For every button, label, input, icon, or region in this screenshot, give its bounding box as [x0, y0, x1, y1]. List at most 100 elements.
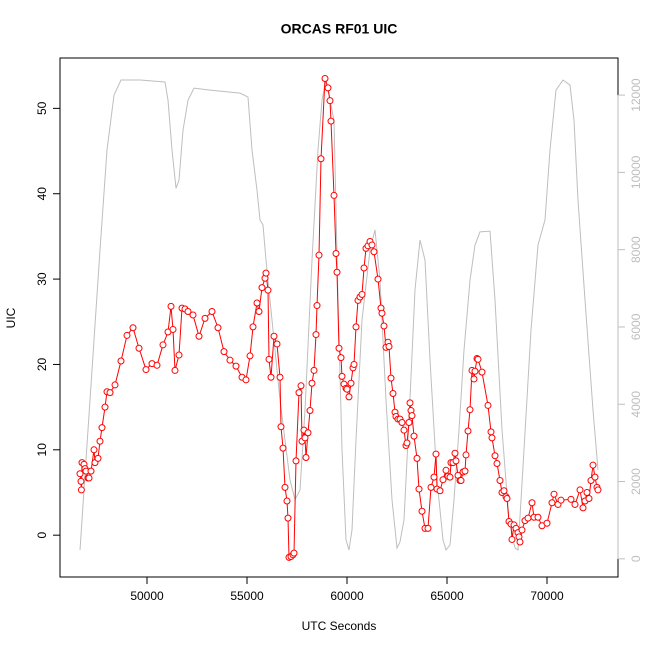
point: [436, 487, 444, 495]
point: [175, 351, 183, 359]
point: [333, 268, 341, 276]
point: [135, 344, 143, 352]
point: [368, 241, 376, 249]
x-tick-label: 65000: [430, 589, 464, 603]
y-tick-label: 40: [35, 187, 49, 201]
x-tick-label: 55000: [230, 589, 264, 603]
point: [232, 362, 240, 370]
point: [171, 366, 179, 374]
y-tick-label: 50: [35, 101, 49, 115]
point: [406, 399, 414, 407]
point: [594, 486, 602, 494]
point: [508, 535, 516, 543]
point: [427, 483, 435, 491]
point: [451, 449, 459, 457]
point: [324, 84, 332, 92]
point: [370, 248, 378, 256]
point: [321, 74, 329, 82]
point: [167, 302, 175, 310]
point: [338, 372, 346, 380]
point: [360, 264, 368, 272]
point: [457, 477, 465, 485]
point: [267, 373, 275, 381]
point: [579, 504, 587, 512]
point: [491, 452, 499, 460]
point: [312, 331, 320, 339]
point: [313, 302, 321, 310]
point: [413, 454, 421, 462]
chart-title: ORCAS RF01 UIC: [281, 21, 398, 37]
point: [352, 323, 360, 331]
point: [462, 451, 470, 459]
point: [403, 439, 411, 447]
point: [308, 379, 316, 387]
point: [464, 427, 472, 435]
point: [284, 514, 292, 522]
point: [415, 485, 423, 493]
point: [94, 454, 102, 462]
point: [242, 376, 250, 384]
point: [111, 381, 119, 389]
point: [208, 308, 216, 316]
point: [270, 332, 278, 340]
point: [304, 429, 312, 437]
y2-tick-label: 0: [629, 555, 643, 562]
point: [315, 251, 323, 259]
point: [548, 499, 556, 507]
point: [77, 486, 85, 494]
y2-tick-label: 2000: [629, 468, 643, 495]
point: [557, 496, 565, 504]
point: [478, 368, 486, 376]
plot-box: [59, 57, 619, 578]
x-tick-label: 70000: [530, 589, 564, 603]
y2-tick-label: 10000: [629, 155, 643, 189]
point: [385, 343, 393, 351]
point: [153, 361, 161, 369]
point: [189, 311, 197, 319]
point: [350, 360, 358, 368]
point: [326, 97, 334, 105]
point: [317, 155, 325, 163]
point: [332, 249, 340, 257]
point: [214, 324, 222, 332]
point: [432, 450, 440, 458]
point: [470, 375, 478, 383]
point: [389, 389, 397, 397]
point: [487, 428, 495, 436]
point: [496, 477, 504, 485]
point: [543, 519, 551, 527]
point: [589, 461, 597, 469]
point: [85, 474, 93, 482]
point: [98, 424, 106, 432]
y-tick-label: 30: [35, 272, 49, 286]
point: [442, 466, 450, 474]
point: [295, 389, 303, 397]
series-line: [79, 79, 599, 552]
point: [106, 389, 114, 397]
point: [302, 453, 310, 461]
point: [246, 352, 254, 360]
point: [262, 269, 270, 277]
point: [220, 348, 228, 356]
point: [297, 382, 305, 390]
y2-tick-label: 4000: [629, 391, 643, 418]
point: [408, 412, 416, 420]
point: [374, 275, 382, 283]
point: [290, 549, 298, 557]
point: [281, 483, 289, 491]
point: [292, 457, 300, 465]
y2-tick-label: 6000: [629, 313, 643, 340]
point: [87, 467, 95, 475]
point: [591, 473, 599, 481]
y-axis-label: UIC: [4, 307, 18, 328]
point: [446, 473, 454, 481]
point: [159, 341, 167, 349]
y-tick-label: 20: [35, 357, 49, 371]
point: [528, 499, 536, 507]
point: [576, 486, 584, 494]
point: [337, 354, 345, 362]
point: [378, 309, 386, 317]
point: [330, 191, 338, 199]
point: [400, 426, 408, 434]
